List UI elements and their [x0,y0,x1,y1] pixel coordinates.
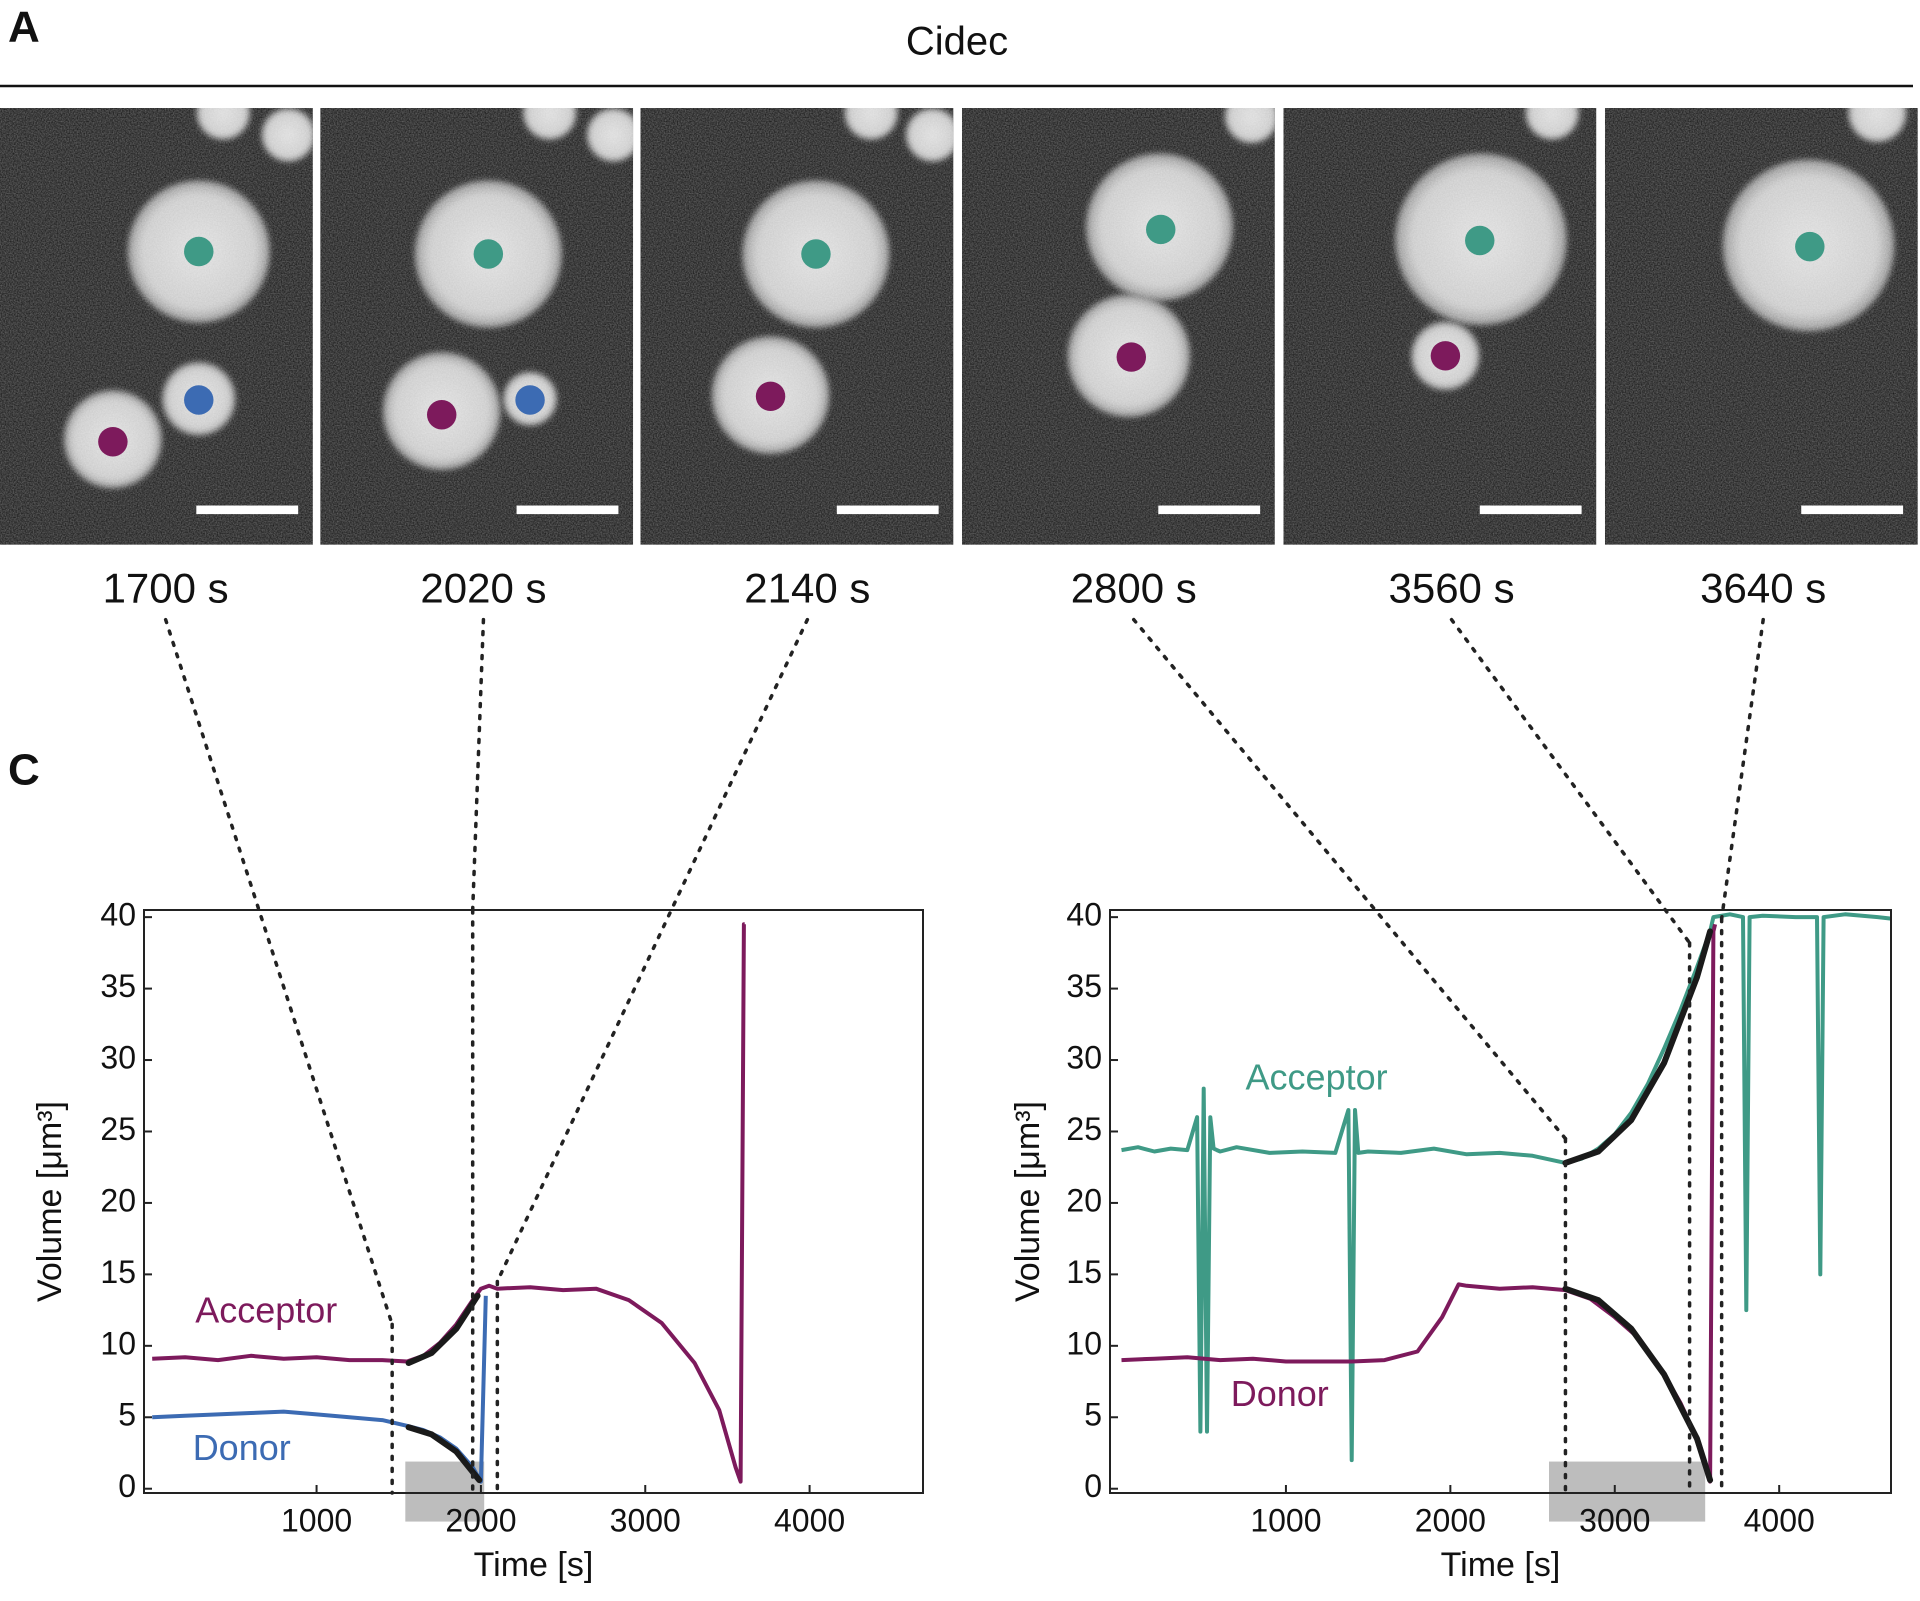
x-tick-label: 2000 [1415,1502,1486,1538]
fit-line [1562,1285,1714,1484]
guide-line [163,617,394,1327]
micrograph-content [0,107,313,545]
scale-bar [196,505,299,515]
plot-frame [143,909,924,1494]
y-tick-label: 5 [118,1397,136,1433]
plot-frame [1109,909,1892,1494]
y-tick-label: 30 [100,1039,136,1075]
y-tick-label: 40 [1066,897,1102,933]
x-tick-label: 2000 [445,1502,516,1538]
time-label: 3640 s [1700,565,1826,612]
guide-line [1449,617,1692,945]
fit-line [405,1424,483,1484]
series-label: Acceptor [1246,1056,1388,1097]
x-tick-label: 3000 [1579,1502,1650,1538]
y-tick-label: 15 [1066,1254,1102,1290]
scale-bar [1158,505,1261,515]
micrograph-content [320,107,634,545]
figure-title: Cidec [906,20,1008,64]
y-tick-label: 20 [1066,1182,1102,1218]
y-tick-label: 30 [1066,1039,1102,1075]
y-tick-label: 10 [100,1325,136,1361]
guide-line [1719,617,1765,921]
time-label: 2140 s [744,565,870,612]
x-axis-label: Time [s] [1441,1546,1561,1584]
droplet-marker [1430,341,1461,371]
y-tick-label: 40 [100,897,136,933]
fit-line [405,1292,481,1366]
series-label: Acceptor [195,1289,337,1330]
micrograph-content [1283,107,1597,545]
panel-label: C [8,746,40,795]
guide-line [495,617,810,1284]
droplet-marker [98,426,128,457]
x-tick-label: 4000 [774,1502,845,1538]
noise [961,107,1275,545]
panel-label: A [8,3,40,52]
time-label: 1700 s [103,565,229,612]
micrograph-content [961,107,1275,545]
scale-bar [516,505,619,515]
droplet-marker [473,239,504,269]
droplet-marker [184,385,214,415]
data-line [152,922,746,1484]
droplet-marker [426,400,457,430]
data-line [1121,912,1892,1463]
droplet-marker [1465,225,1495,256]
y-axis-label: Volume [μm³] [31,1101,69,1302]
micrograph [0,107,313,545]
y-tick-label: 15 [100,1254,136,1290]
micrograph [320,107,634,545]
droplet-marker [515,385,545,415]
micrograph-content [1604,107,1918,545]
y-tick-label: 25 [100,1111,136,1147]
noise [640,107,954,545]
y-tick-label: 10 [1066,1325,1102,1361]
highlight-span [1549,1461,1706,1522]
droplet-marker [1795,231,1825,262]
time-label: 3560 s [1388,565,1514,612]
scale-bar [836,505,939,515]
micrograph [1283,107,1597,545]
y-tick-label: 25 [1066,1111,1102,1147]
time-label: 2800 s [1071,565,1197,612]
x-tick-label: 1000 [281,1502,352,1538]
y-tick-label: 0 [1084,1468,1102,1504]
scale-bar [1801,505,1904,515]
droplet-marker [1146,214,1176,245]
y-tick-label: 5 [1084,1397,1102,1433]
series-label: Donor [1231,1373,1329,1414]
series-label: Donor [193,1427,291,1468]
micrograph [1604,107,1918,545]
x-tick-label: 1000 [1250,1502,1321,1538]
y-tick-label: 0 [118,1468,136,1504]
droplet-marker [755,381,786,412]
micrograph [640,107,954,545]
micrograph-content [640,107,954,545]
noise [0,107,313,545]
scale-bar [1479,505,1582,515]
y-tick-label: 35 [100,968,136,1004]
y-tick-label: 20 [100,1182,136,1218]
noise [1283,107,1597,545]
y-tick-label: 35 [1066,968,1102,1004]
x-axis-label: Time [s] [474,1546,594,1584]
x-tick-label: 3000 [610,1502,681,1538]
micrograph [961,107,1275,545]
noise [1604,107,1918,545]
time-label: 2020 s [420,565,546,612]
droplet-marker [184,236,214,267]
noise [320,107,634,545]
droplet-marker [1116,342,1147,372]
guide-line [1131,617,1568,1141]
droplet-marker [801,239,831,269]
x-tick-label: 4000 [1744,1502,1815,1538]
guide-line [470,617,486,912]
fit-line [1562,928,1714,1166]
y-axis-label: Volume [μm³] [1009,1101,1047,1302]
